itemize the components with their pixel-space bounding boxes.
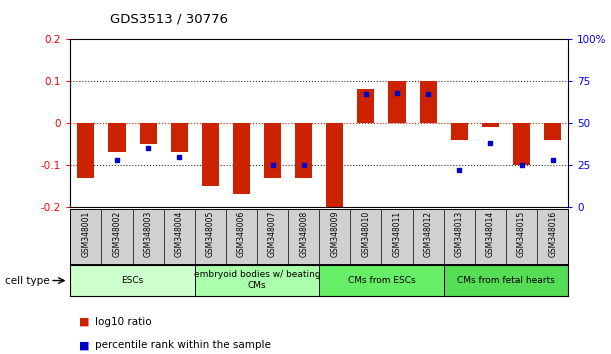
Text: GSM348015: GSM348015: [517, 211, 526, 257]
Text: GSM348008: GSM348008: [299, 211, 308, 257]
Bar: [139, 123, 156, 144]
Bar: [70, 265, 195, 296]
Bar: [295, 123, 312, 178]
Text: GSM348004: GSM348004: [175, 211, 184, 257]
Bar: [320, 265, 444, 296]
Text: ESCs: ESCs: [122, 276, 144, 285]
Bar: [170, 123, 188, 153]
Text: GSM348002: GSM348002: [112, 211, 122, 257]
Text: GSM348001: GSM348001: [81, 211, 90, 257]
Bar: [77, 123, 94, 178]
Text: GSM348003: GSM348003: [144, 211, 153, 257]
Text: GSM348005: GSM348005: [206, 211, 215, 257]
Bar: [444, 265, 568, 296]
Bar: [357, 90, 375, 123]
Bar: [451, 123, 468, 140]
Text: CMs from fetal hearts: CMs from fetal hearts: [457, 276, 555, 285]
Bar: [513, 123, 530, 165]
Bar: [389, 81, 406, 123]
Bar: [420, 81, 437, 123]
Text: ■: ■: [79, 317, 90, 327]
Text: GSM348013: GSM348013: [455, 211, 464, 257]
Text: log10 ratio: log10 ratio: [95, 317, 152, 327]
Text: GSM348010: GSM348010: [362, 211, 370, 257]
Text: ■: ■: [79, 340, 90, 350]
Text: GSM348009: GSM348009: [331, 211, 339, 257]
Bar: [233, 123, 250, 194]
Text: GSM348012: GSM348012: [423, 211, 433, 257]
Bar: [482, 123, 499, 127]
Text: GSM348011: GSM348011: [392, 211, 401, 257]
Text: GSM348014: GSM348014: [486, 211, 495, 257]
Bar: [326, 123, 343, 211]
Bar: [202, 123, 219, 186]
Bar: [544, 123, 562, 140]
Text: CMs from ESCs: CMs from ESCs: [348, 276, 415, 285]
Text: embryoid bodies w/ beating
CMs: embryoid bodies w/ beating CMs: [194, 270, 320, 290]
Bar: [195, 265, 320, 296]
Text: cell type: cell type: [5, 276, 49, 286]
Text: GSM348006: GSM348006: [237, 211, 246, 257]
Text: GSM348016: GSM348016: [548, 211, 557, 257]
Bar: [264, 123, 281, 178]
Bar: [108, 123, 125, 153]
Text: percentile rank within the sample: percentile rank within the sample: [95, 340, 271, 350]
Text: GSM348007: GSM348007: [268, 211, 277, 257]
Text: GDS3513 / 30776: GDS3513 / 30776: [110, 12, 228, 25]
